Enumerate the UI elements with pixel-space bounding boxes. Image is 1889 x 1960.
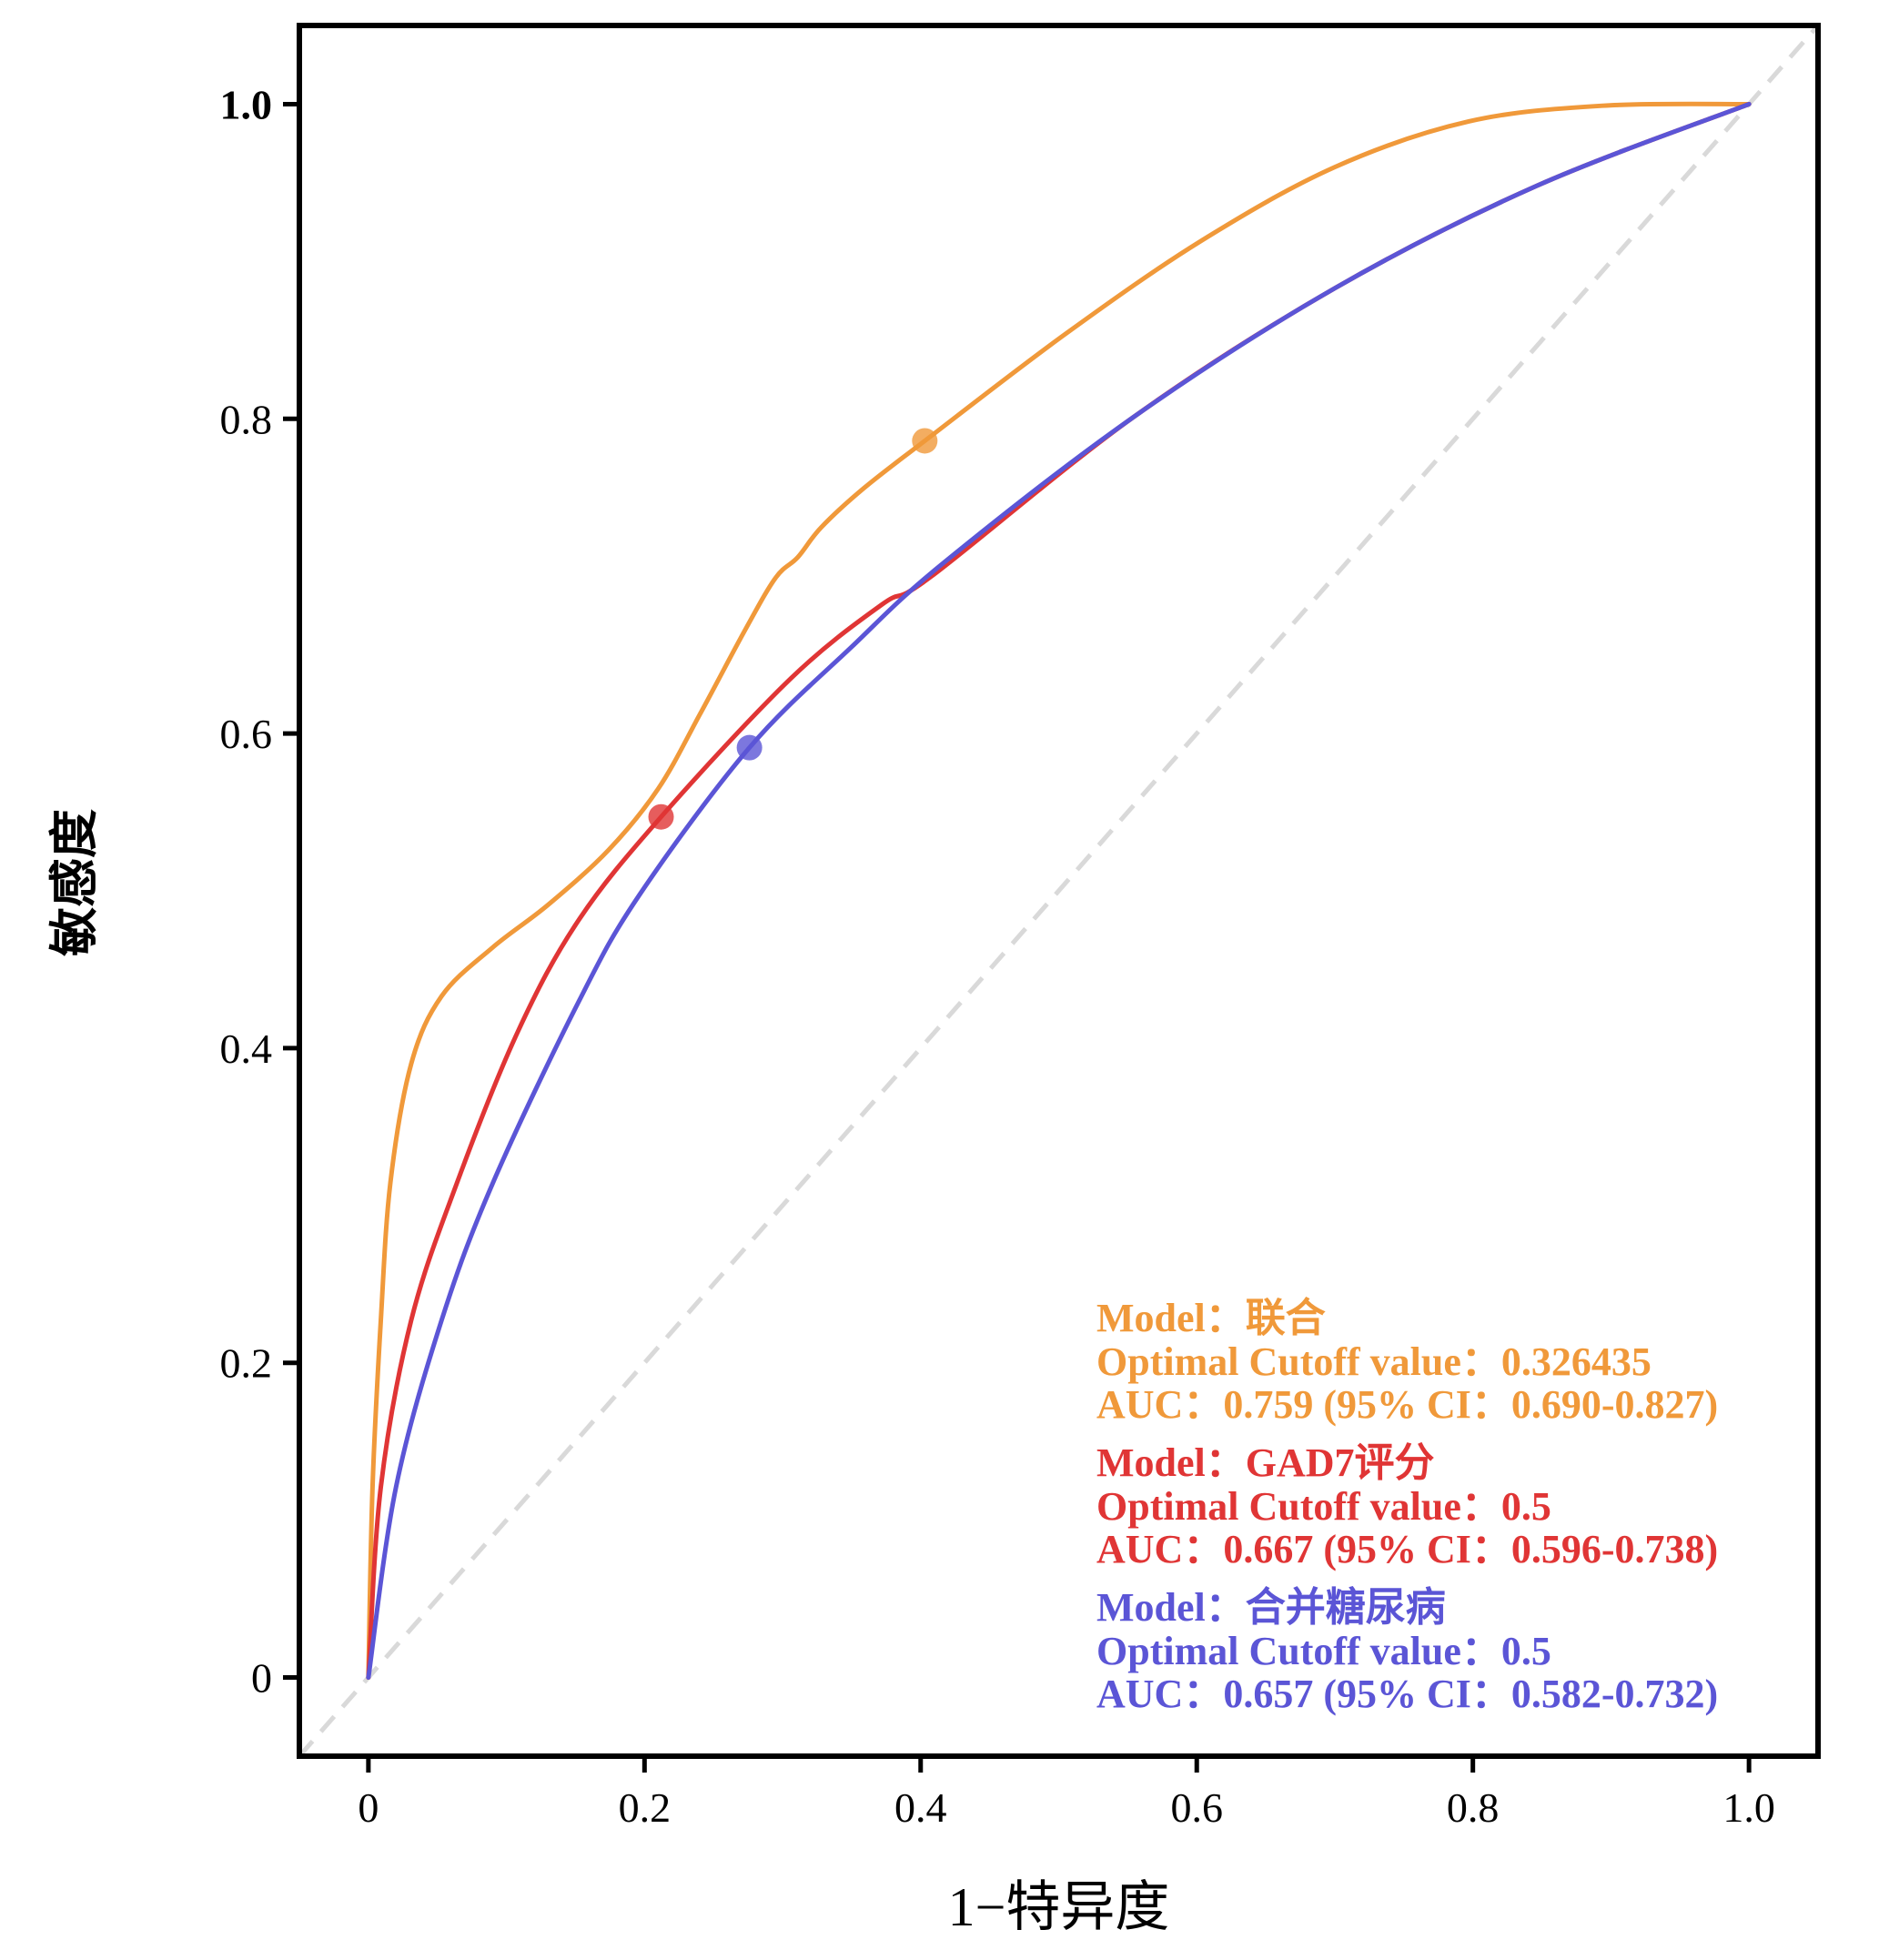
legend-series-1-model: Model：GAD7评分	[1096, 1440, 1435, 1485]
y-tick-label: 0.8	[220, 396, 273, 442]
x-tick-label: 0.2	[619, 1784, 672, 1831]
legend-series-1-cutoff: Optimal Cutoff value：0.5	[1096, 1484, 1551, 1529]
x-axis-ticks: 0 0.2 0.4 0.6 0.8 1.0	[358, 1756, 1775, 1831]
x-tick-label: 0.6	[1170, 1784, 1223, 1831]
legend-series-1-auc: AUC：0.667 (95% CI：0.596-0.738)	[1096, 1527, 1718, 1571]
y-tick-label: 0.2	[220, 1340, 273, 1387]
y-axis-title: 敏感度	[45, 809, 103, 956]
y-tick-label: 0.6	[220, 711, 273, 757]
legend-series-0-model: Model：联合	[1096, 1296, 1326, 1340]
legend-series-2-auc: AUC：0.657 (95% CI：0.582-0.732)	[1096, 1672, 1718, 1716]
series-layer	[366, 101, 1752, 1681]
cutoff-points-layer	[648, 428, 938, 830]
cutoff-point-0	[912, 428, 938, 454]
roc-curve-0	[366, 101, 1752, 1681]
y-tick-label: 0	[251, 1655, 272, 1702]
legend-series-2-cutoff: Optimal Cutoff value：0.5	[1096, 1629, 1551, 1673]
legend: Model：联合 Optimal Cutoff value：0.326435 A…	[1096, 1296, 1718, 1716]
y-axis-ticks: 0 0.2 0.4 0.6 0.8 1.0	[220, 81, 299, 1702]
reference-layer	[298, 24, 1820, 1758]
legend-series-0-cutoff: Optimal Cutoff value：0.326435	[1096, 1339, 1652, 1384]
reference-diagonal-line	[298, 24, 1820, 1758]
x-tick-label: 0.4	[894, 1784, 947, 1831]
legend-series-2-model: Model：合并糖尿病	[1096, 1585, 1446, 1630]
plot-frame	[297, 23, 1821, 1759]
x-tick-label: 1.0	[1722, 1784, 1775, 1831]
cutoff-point-2	[736, 734, 763, 761]
y-tick-label: 0.4	[220, 1025, 273, 1072]
y-tick-label: 1.0	[220, 81, 273, 127]
x-axis-title: 1−特异度	[948, 1877, 1170, 1937]
roc-curve-2	[366, 101, 1752, 1681]
x-tick-label: 0	[358, 1784, 379, 1831]
cutoff-point-1	[648, 803, 674, 830]
x-tick-label: 0.8	[1447, 1784, 1500, 1831]
legend-series-0-auc: AUC：0.759 (95% CI：0.690-0.827)	[1096, 1382, 1718, 1427]
